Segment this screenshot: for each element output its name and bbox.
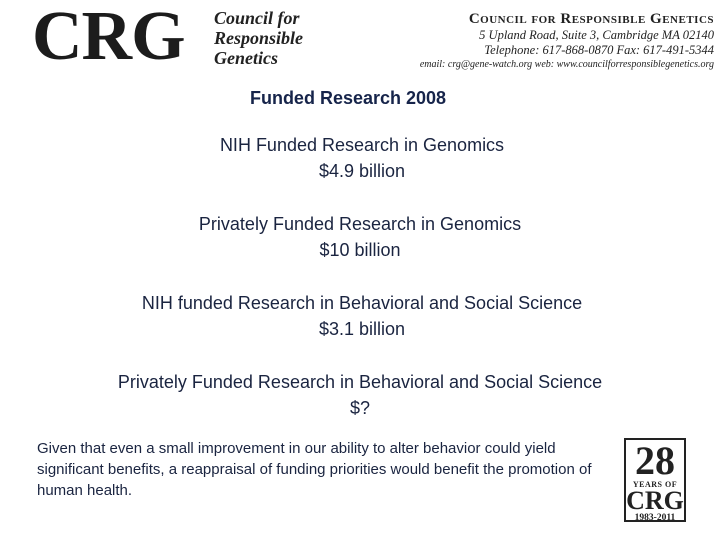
funding-item: Privately Funded Research in Genomics $1… [0, 211, 720, 263]
conclusion-note: Given that even a small improvement in o… [37, 440, 592, 499]
slide-title-text: Funded Research 2008 [249, 88, 447, 108]
address: 5 Upland Road, Suite 3, Cambridge MA 021… [479, 28, 714, 42]
funding-label: NIH funded Research in Behavioral and So… [141, 293, 583, 313]
funding-item: NIH Funded Research in Genomics $4.9 bil… [2, 132, 720, 184]
logo-subtitle-line: Genetics [214, 48, 278, 68]
funding-label: Privately Funded Research in Behavioral … [117, 372, 603, 392]
badge-crg: CRG [626, 486, 684, 515]
badge-year-range: 1983-2011 [634, 513, 676, 523]
logo-subtitle-line: Responsible [214, 28, 304, 48]
email-web: email: crg@gene-watch.org web: www.counc… [419, 59, 714, 70]
funding-item: NIH funded Research in Behavioral and So… [2, 290, 720, 342]
badge-years-of: YEARS OF [632, 480, 678, 489]
funding-value: $4.9 billion [318, 161, 406, 181]
funding-value: $3.1 billion [318, 319, 406, 339]
slide-title: Funded Research 2008 [0, 88, 720, 109]
crg-logo: CRG [32, 0, 186, 75]
funding-value: $? [349, 398, 371, 418]
badge-number: 28 [635, 438, 675, 483]
funding-value: $10 billion [319, 240, 401, 260]
org-name: Council for Responsible Genetics [468, 11, 714, 27]
logo-subtitle-line: Council for [214, 8, 300, 28]
crg-logo-subtitle: Council for Responsible Genetics [214, 8, 303, 68]
anniversary-badge: 28 YEARS OF CRG 1983-2011 [624, 438, 686, 523]
contact-block: Council for Responsible Genetics 5 Uplan… [420, 10, 714, 72]
funding-list: NIH Funded Research in Genomics $4.9 bil… [0, 132, 720, 448]
phone-fax: Telephone: 617-868-0870 Fax: 617-491-534… [484, 43, 714, 57]
funding-item: Privately Funded Research in Behavioral … [0, 369, 720, 421]
funding-label: Privately Funded Research in Genomics [198, 214, 522, 234]
funding-label: NIH Funded Research in Genomics [219, 135, 505, 155]
